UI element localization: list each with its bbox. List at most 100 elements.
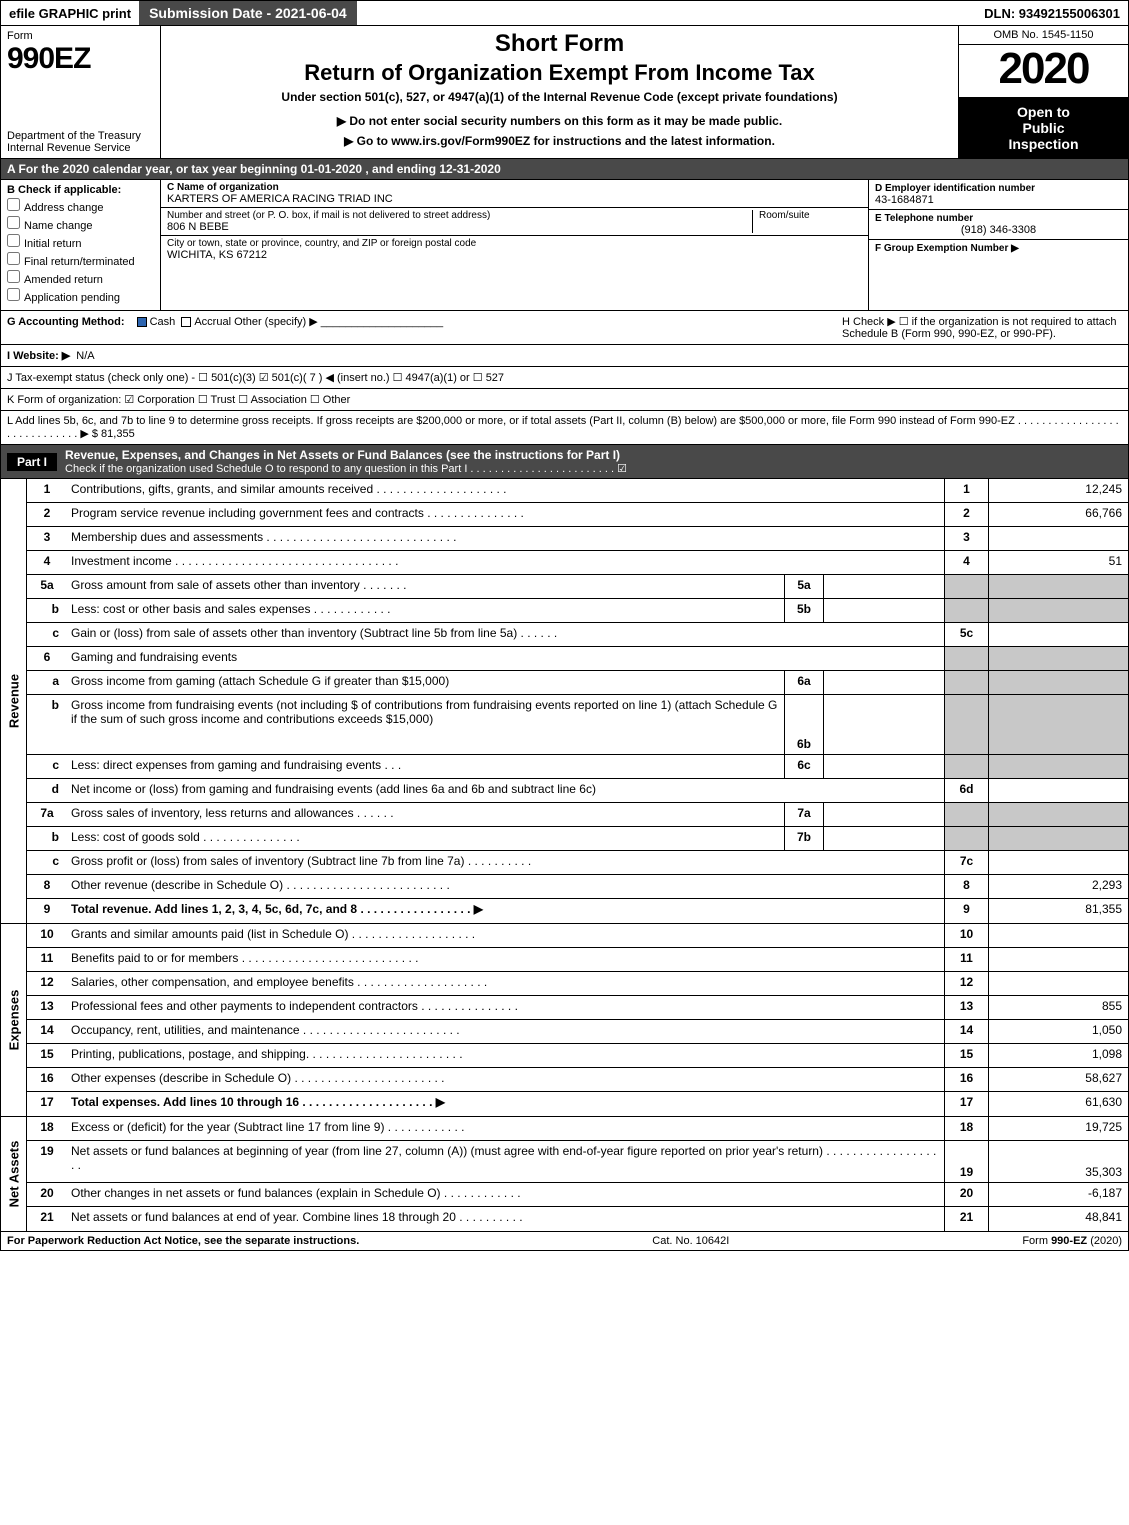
part-1-sub: Check if the organization used Schedule … [65,462,627,475]
tax-year-bar: A For the 2020 calendar year, or tax yea… [0,159,1129,180]
chk-accrual[interactable] [181,317,191,327]
return-title: Return of Organization Exempt From Incom… [171,60,948,86]
line-13-value: 855 [988,996,1128,1019]
section-k: K Form of organization: ☑ Corporation ☐ … [0,389,1129,411]
line-3: 3 Membership dues and assessments . . . … [27,527,1128,551]
open-public-badge: Open to Public Inspection [959,98,1128,158]
tax-exempt-status: J Tax-exempt status (check only one) - ☐… [7,371,504,384]
org-name-row: C Name of organization KARTERS OF AMERIC… [161,180,868,208]
website-value: N/A [76,350,94,362]
part-1-title: Revenue, Expenses, and Changes in Net As… [65,448,620,462]
line-1-value: 12,245 [988,479,1128,502]
line-12: 12 Salaries, other compensation, and emp… [27,972,1128,996]
accounting-method: G Accounting Method: Cash Accrual Other … [7,315,443,328]
city-label: City or town, state or province, country… [167,238,476,249]
chk-amended-return[interactable]: Amended return [7,270,154,286]
line-6: 6 Gaming and fundraising events [27,647,1128,671]
expenses-section: Expenses 10 Grants and similar amounts p… [0,924,1129,1117]
line-5b: b Less: cost or other basis and sales ex… [27,599,1128,623]
line-4: 4 Investment income . . . . . . . . . . … [27,551,1128,575]
ssn-warning: ▶ Do not enter social security numbers o… [171,114,948,128]
line-9: 9 Total revenue. Add lines 1, 2, 3, 4, 5… [27,899,1128,923]
line-19-value: 35,303 [988,1141,1128,1182]
page-footer: For Paperwork Reduction Act Notice, see … [0,1232,1129,1251]
net-assets-side-label: Net Assets [1,1117,27,1231]
line-17: 17 Total expenses. Add lines 10 through … [27,1092,1128,1116]
line-19: 19 Net assets or fund balances at beginn… [27,1141,1128,1183]
omb-number: OMB No. 1545-1150 [959,26,1128,45]
efile-label[interactable]: efile GRAPHIC print [1,2,139,25]
line-2-value: 66,766 [988,503,1128,526]
net-assets-section: Net Assets 18 Excess or (deficit) for th… [0,1117,1129,1232]
paperwork-notice: For Paperwork Reduction Act Notice, see … [7,1235,359,1247]
section-h: H Check ▶ ☐ if the organization is not r… [842,315,1122,340]
line-8-value: 2,293 [988,875,1128,898]
part-1-header: Part I Revenue, Expenses, and Changes in… [0,445,1129,479]
revenue-section: Revenue 1 Contributions, gifts, grants, … [0,479,1129,924]
form-of-org: K Form of organization: ☑ Corporation ☐ … [7,393,350,406]
form-meta-block: OMB No. 1545-1150 2020 Open to Public In… [958,26,1128,158]
line-14: 14 Occupancy, rent, utilities, and maint… [27,1020,1128,1044]
chk-initial-return[interactable]: Initial return [7,234,154,250]
line-5a: 5a Gross amount from sale of assets othe… [27,575,1128,599]
city-value: WICHITA, KS 67212 [167,249,476,261]
line-7a: 7a Gross sales of inventory, less return… [27,803,1128,827]
form-id-block: Form 990EZ Department of the Treasury In… [1,26,161,158]
form-title-block: Short Form Return of Organization Exempt… [161,26,958,158]
chk-application-pending[interactable]: Application pending [7,288,154,304]
org-name-value: KARTERS OF AMERICA RACING TRIAD INC [167,193,393,205]
ein-label: D Employer identification number [875,183,1122,194]
org-name-label: C Name of organization [167,182,393,193]
line-15-value: 1,098 [988,1044,1128,1067]
section-l: L Add lines 5b, 6c, and 7b to line 9 to … [0,411,1129,445]
line-20: 20 Other changes in net assets or fund b… [27,1183,1128,1207]
line-20-value: -6,187 [988,1183,1128,1206]
ein-value: 43-1684871 [875,194,1122,206]
line-6d-value [988,779,1128,802]
org-city-row: City or town, state or province, country… [161,236,868,263]
line-7b: b Less: cost of goods sold . . . . . . .… [27,827,1128,851]
line-3-value [988,527,1128,550]
line-15: 15 Printing, publications, postage, and … [27,1044,1128,1068]
line-6d: d Net income or (loss) from gaming and f… [27,779,1128,803]
instructions-link[interactable]: ▶ Go to www.irs.gov/Form990EZ for instru… [171,134,948,148]
section-i: I Website: ▶ N/A [0,345,1129,367]
line-10-value [988,924,1128,947]
line-7c-value [988,851,1128,874]
ein-cell: D Employer identification number 43-1684… [869,180,1128,210]
line-1: 1 Contributions, gifts, grants, and simi… [27,479,1128,503]
line-5c-value [988,623,1128,646]
chk-cash[interactable] [137,317,147,327]
dln-number: DLN: 93492155006301 [976,2,1128,25]
line-16: 16 Other expenses (describe in Schedule … [27,1068,1128,1092]
line-21-value: 48,841 [988,1207,1128,1231]
line-9-value: 81,355 [988,899,1128,923]
submission-date: Submission Date - 2021-06-04 [139,1,357,25]
chk-address-change[interactable]: Address change [7,198,154,214]
tel-label: E Telephone number [875,213,1122,224]
group-exemption-cell: F Group Exemption Number ▶ [869,240,1128,257]
line-6b: b Gross income from fundraising events (… [27,695,1128,755]
line-17-value: 61,630 [988,1092,1128,1116]
line-16-value: 58,627 [988,1068,1128,1091]
section-d-e-f: D Employer identification number 43-1684… [868,180,1128,310]
subtitle: Under section 501(c), 527, or 4947(a)(1)… [171,90,948,104]
group-label: F Group Exemption Number ▶ [875,243,1122,254]
form-number: 990EZ [7,42,154,76]
chk-name-change[interactable]: Name change [7,216,154,232]
addr-label: Number and street (or P. O. box, if mail… [167,210,752,221]
expenses-side-label: Expenses [1,924,27,1116]
short-form-title: Short Form [171,30,948,58]
tax-year: 2020 [959,45,1128,98]
line-8: 8 Other revenue (describe in Schedule O)… [27,875,1128,899]
line-11: 11 Benefits paid to or for members . . .… [27,948,1128,972]
gross-receipts-note: L Add lines 5b, 6c, and 7b to line 9 to … [7,415,1122,440]
line-6c: c Less: direct expenses from gaming and … [27,755,1128,779]
addr-value: 806 N BEBE [167,221,752,233]
cat-number: Cat. No. 10642I [652,1235,729,1247]
chk-final-return[interactable]: Final return/terminated [7,252,154,268]
section-c: C Name of organization KARTERS OF AMERIC… [161,180,868,310]
line-5c: c Gain or (loss) from sale of assets oth… [27,623,1128,647]
revenue-side-label: Revenue [1,479,27,923]
line-2: 2 Program service revenue including gove… [27,503,1128,527]
